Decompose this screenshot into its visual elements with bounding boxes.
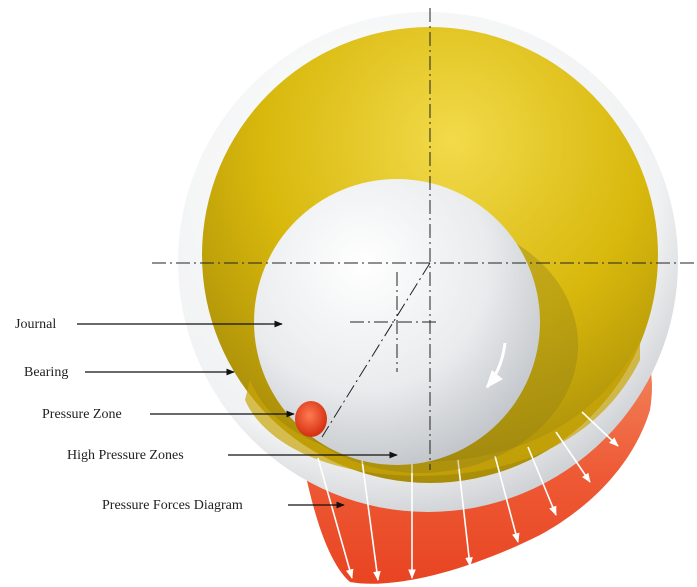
- label-bearing: Bearing: [24, 365, 235, 380]
- load-line: [321, 262, 431, 438]
- pressure-arrow: [494, 455, 520, 543]
- label-journal-text: Journal: [15, 317, 56, 332]
- label-pressure-forces-diagram-text: Pressure Forces Diagram: [102, 498, 243, 513]
- pressure-force-arrows: [317, 411, 619, 581]
- pressure-arrow: [527, 446, 557, 516]
- label-high-pressure-zones-text: High Pressure Zones: [67, 448, 184, 463]
- curved-arrow-icon: [485, 342, 507, 389]
- label-journal: Journal: [15, 317, 283, 332]
- label-bearing-text: Bearing: [24, 365, 68, 380]
- pressure-arrow: [361, 459, 381, 581]
- pressure-arrow: [581, 411, 619, 447]
- centerlines: [152, 8, 697, 470]
- pressure-zone: [295, 401, 327, 437]
- pressure-arrow: [457, 459, 473, 567]
- label-pressure-zone: Pressure Zone: [42, 407, 295, 422]
- pressure-arrow: [555, 431, 591, 483]
- label-high-pressure-zones: High Pressure Zones: [67, 448, 398, 463]
- pressure-arrow: [317, 457, 354, 579]
- label-pressure-zone-text: Pressure Zone: [42, 407, 122, 422]
- label-pressure-forces-diagram: Pressure Forces Diagram: [102, 498, 345, 513]
